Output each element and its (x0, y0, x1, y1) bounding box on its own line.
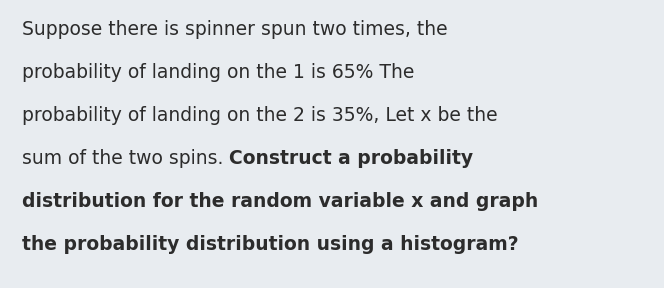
Text: Suppose there is spinner spun two times, the: Suppose there is spinner spun two times,… (22, 20, 448, 39)
Text: probability of landing on the 1 is 65% The: probability of landing on the 1 is 65% T… (22, 63, 414, 82)
Text: distribution for the random variable x and graph: distribution for the random variable x a… (22, 192, 539, 211)
Text: Construct a probability: Construct a probability (229, 149, 473, 168)
Text: the probability distribution using a histogram?: the probability distribution using a his… (22, 235, 519, 254)
Text: probability of landing on the 2 is 35%, Let x be the: probability of landing on the 2 is 35%, … (22, 106, 497, 125)
Text: sum of the two spins.: sum of the two spins. (22, 149, 229, 168)
